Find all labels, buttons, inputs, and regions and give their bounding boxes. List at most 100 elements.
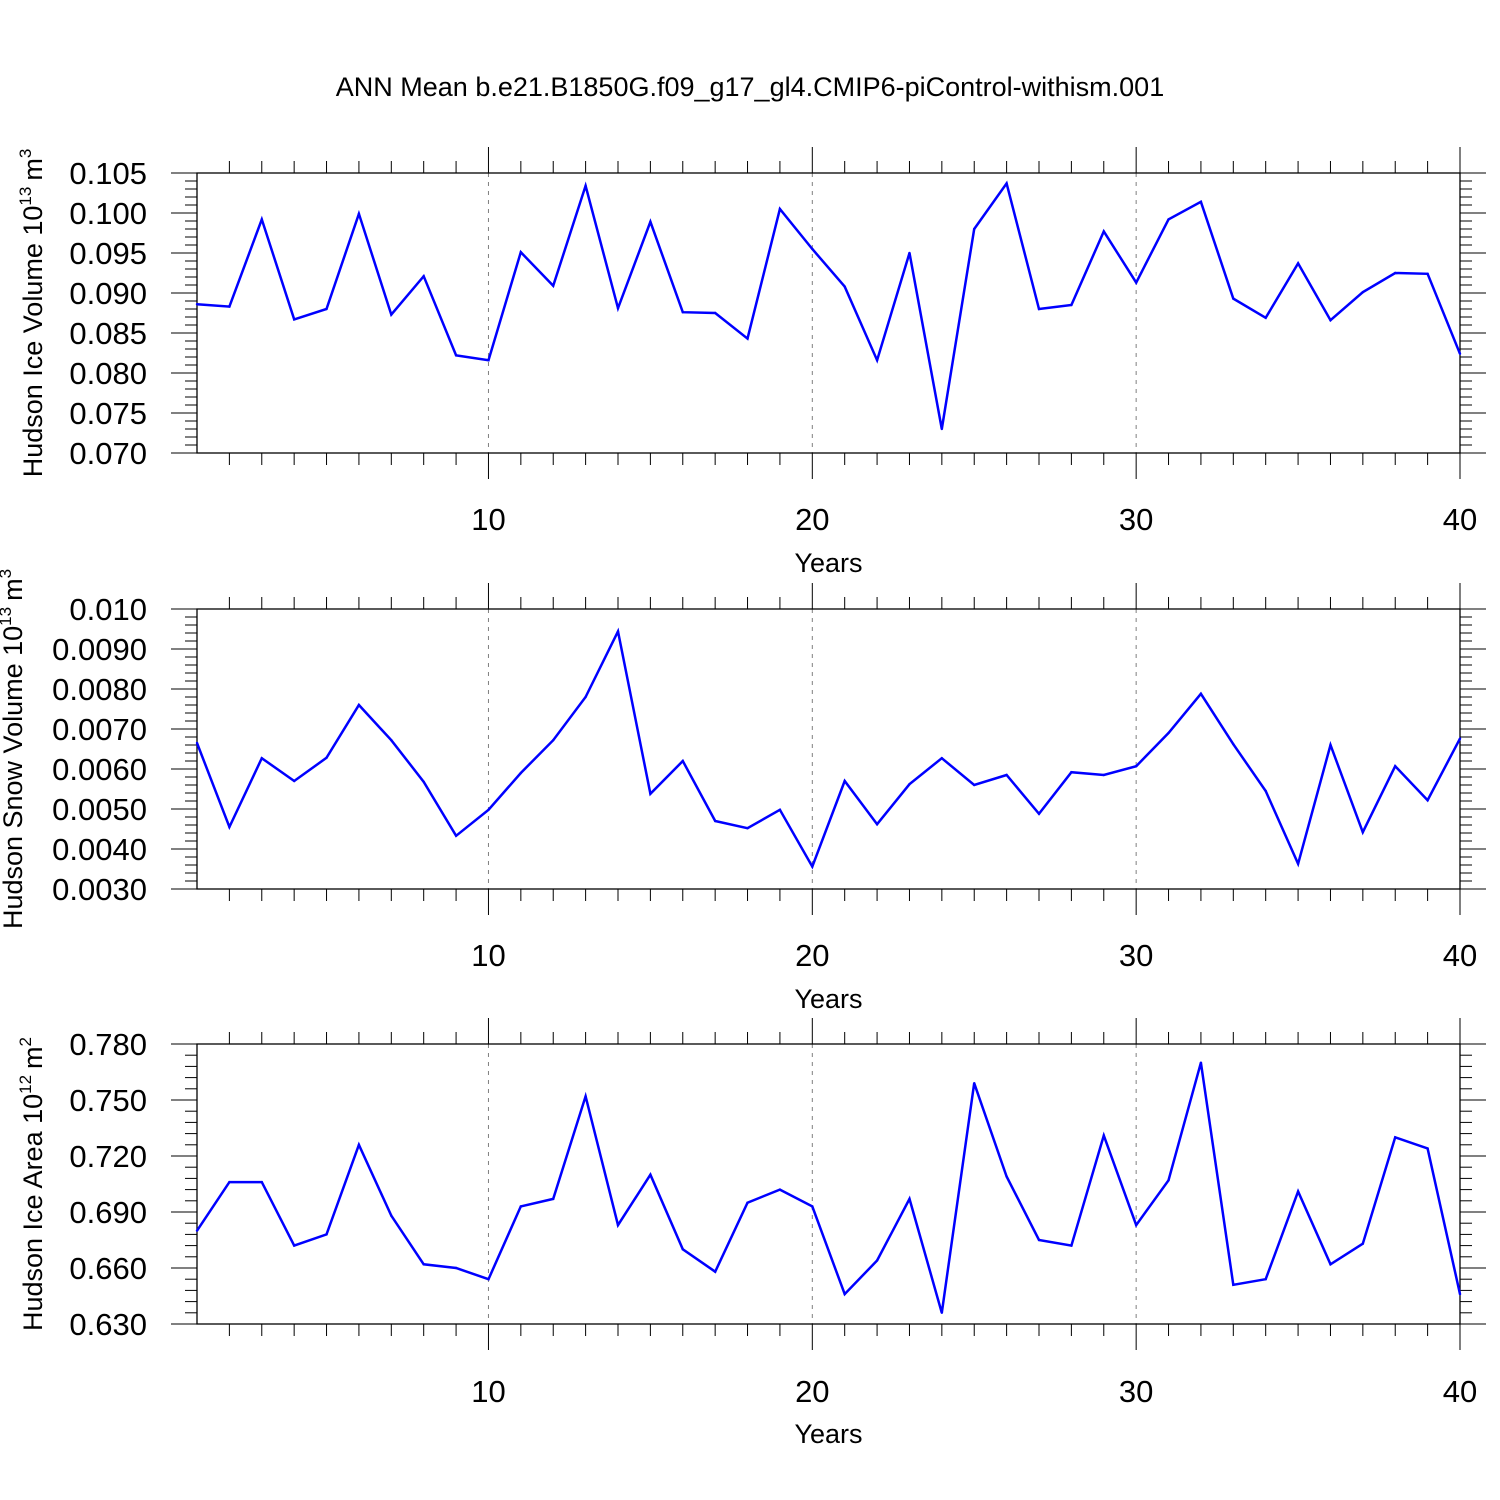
data-point xyxy=(908,783,911,786)
y-axis-label-text: Hudson Snow Volume xyxy=(0,656,28,929)
y-axis-unit-base: 10 xyxy=(18,206,48,236)
data-point xyxy=(1329,319,1332,322)
y-tick-label: 0.010 xyxy=(69,592,147,627)
data-point xyxy=(519,251,523,254)
data-point xyxy=(1167,1179,1170,1182)
data-point xyxy=(357,1143,361,1147)
data-point xyxy=(1102,773,1105,777)
data-point xyxy=(487,808,490,811)
data-point xyxy=(325,756,328,759)
data-point xyxy=(843,779,846,783)
data-point xyxy=(1458,1292,1462,1296)
data-point xyxy=(292,318,296,321)
data-point xyxy=(1199,692,1203,695)
data-point xyxy=(875,823,879,826)
chart-panel-1: 10 20 30 40 0.070 0.075 0.080 0.085 0.090 0.095 0.… xyxy=(16,147,1486,578)
data-point xyxy=(1232,297,1235,300)
y-axis-label: Hudson Ice Volume 1013 m3 xyxy=(16,149,48,478)
data-point xyxy=(1264,789,1267,793)
data-point xyxy=(778,1188,782,1191)
data-point xyxy=(519,771,523,775)
data-point xyxy=(1458,737,1462,740)
chart-panel-2: 10 20 30 40 0.0030 0.0040 0.0050 0.0060 0.0070 0.… xyxy=(0,569,1486,1014)
data-point xyxy=(228,1180,231,1184)
data-point xyxy=(1296,262,1300,265)
data-point xyxy=(616,307,620,310)
y-axis-unit-exponent: 13 xyxy=(0,607,15,626)
data-point xyxy=(422,1263,425,1266)
data-point xyxy=(681,759,684,763)
data-point xyxy=(325,307,328,311)
data-point xyxy=(1037,812,1041,815)
data-point xyxy=(228,305,231,308)
y-axis-label-text: Hudson Ice Volume xyxy=(18,236,48,478)
x-tick-label: 10 xyxy=(471,938,505,973)
data-point xyxy=(1070,771,1073,774)
data-point xyxy=(1458,352,1462,355)
data-point xyxy=(228,825,231,829)
data-point xyxy=(422,275,425,278)
data-point xyxy=(1232,743,1235,746)
y-tick-label: 0.0040 xyxy=(52,832,147,867)
y-tick-label: 0.085 xyxy=(69,316,147,351)
data-point xyxy=(584,1095,587,1098)
x-tick-label: 40 xyxy=(1443,938,1477,973)
data-point xyxy=(1134,765,1138,768)
data-point xyxy=(649,1173,652,1176)
data-point xyxy=(1070,1244,1073,1247)
data-point xyxy=(1426,799,1429,802)
data-point xyxy=(940,1311,944,1315)
data-point xyxy=(195,1229,199,1232)
data-point xyxy=(1005,773,1008,777)
data-point xyxy=(487,1278,490,1281)
data-point xyxy=(681,1248,684,1251)
data-point xyxy=(1394,271,1397,275)
data-point xyxy=(1167,731,1170,735)
x-axis-label: Years xyxy=(794,548,862,578)
y-tick-label: 0.660 xyxy=(69,1251,147,1286)
data-point xyxy=(1102,230,1105,233)
data-point xyxy=(1037,307,1041,311)
y-axis-label-text: Hudson Ice Area xyxy=(18,1124,48,1331)
data-point xyxy=(195,741,199,745)
data-point xyxy=(390,739,393,742)
data-point xyxy=(584,184,587,187)
x-tick-label: 20 xyxy=(795,938,829,973)
data-point xyxy=(973,227,976,231)
x-tick-label: 10 xyxy=(471,1374,505,1409)
data-point xyxy=(1394,765,1397,768)
y-tick-label: 0.720 xyxy=(69,1139,147,1174)
x-tick-label: 30 xyxy=(1119,938,1153,973)
data-point xyxy=(292,779,296,783)
x-tick-label: 20 xyxy=(795,502,829,537)
data-point xyxy=(1329,743,1332,747)
data-point xyxy=(746,337,749,340)
data-point xyxy=(616,1223,620,1227)
data-point xyxy=(1426,1147,1429,1150)
data-point xyxy=(390,1214,393,1217)
data-point xyxy=(292,1244,296,1247)
data-point xyxy=(454,1266,458,1270)
data-point xyxy=(1070,303,1073,307)
data-point xyxy=(875,1259,879,1262)
data-point xyxy=(973,783,976,787)
plot-frame xyxy=(196,172,1461,454)
chart-panel-3: 10 20 30 40 0.630 0.660 0.690 0.720 0.750 0.780 Ye… xyxy=(16,1018,1486,1449)
plot-frame xyxy=(196,608,1461,890)
data-point xyxy=(616,630,620,633)
data-point xyxy=(1394,1136,1397,1139)
data-point xyxy=(1005,1175,1008,1178)
data-point xyxy=(552,284,555,287)
data-point xyxy=(746,827,749,830)
data-point xyxy=(487,359,490,362)
x-tick-label: 40 xyxy=(1443,1374,1477,1409)
data-point xyxy=(260,218,263,221)
y-axis-unit-suffix: m xyxy=(18,1046,48,1069)
y-axis-unit-exponent: 12 xyxy=(16,1075,35,1094)
data-point xyxy=(454,834,458,837)
data-point xyxy=(1426,272,1429,275)
data-point xyxy=(713,819,717,823)
data-point xyxy=(875,359,879,362)
data-point xyxy=(713,311,717,315)
